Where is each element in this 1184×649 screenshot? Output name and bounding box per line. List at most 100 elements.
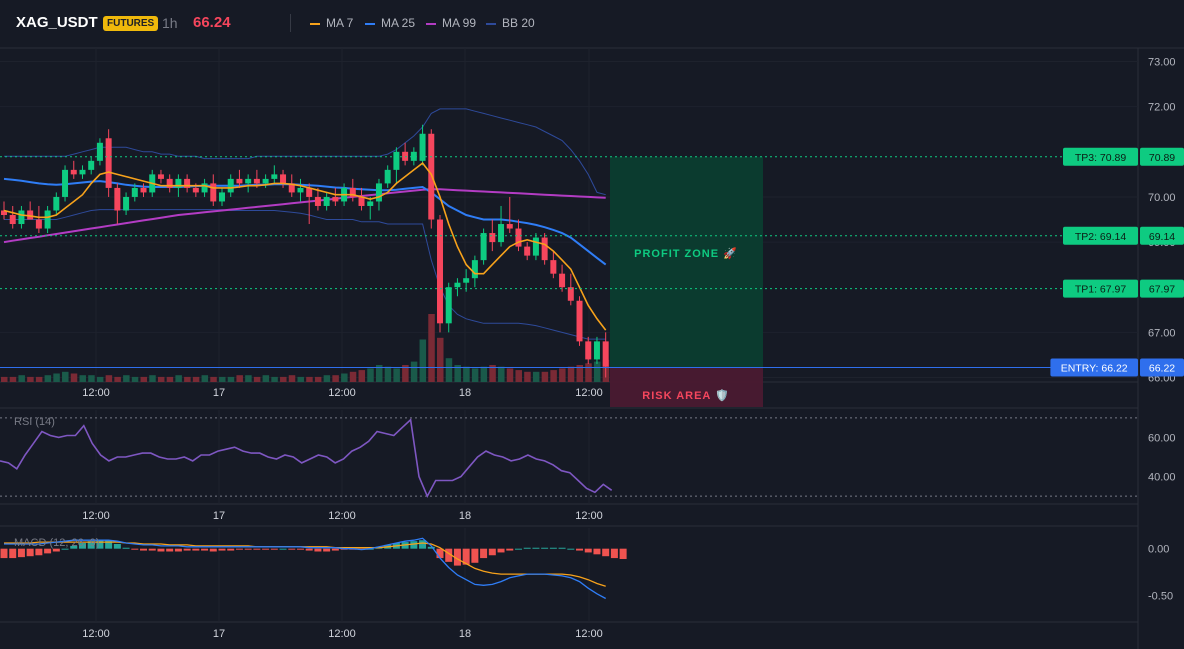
legend-ma7[interactable]: MA 7 [310,16,353,30]
macd-histogram-bar [227,548,235,551]
price-tag [1140,226,1184,245]
volume-bar [35,376,43,382]
time-axis-label: 18 [459,387,471,399]
volume-bar [114,376,121,382]
ma99-swatch-icon [426,22,436,25]
risk-zone [610,367,763,407]
volume-bar [123,375,130,382]
candle-body [515,228,522,247]
candle-body [489,233,496,243]
macd-histogram-bar [288,548,296,550]
timeframe-label[interactable]: 1h [162,15,178,31]
macd-histogram-bar [44,548,52,554]
macd-histogram-bar [610,548,618,559]
candle-body [480,233,487,261]
legend-ma25-label: MA 25 [381,16,416,30]
macd-histogram-bar [296,548,304,550]
volume-bar [105,375,113,382]
candle-body [358,196,365,206]
trade-level-tag[interactable] [1063,279,1138,298]
macd-histogram-bar [0,548,8,559]
candle-body [105,138,112,188]
macd-histogram-bar [52,548,60,552]
macd-histogram-bar [201,548,209,551]
volume-bar [463,366,470,382]
legend-ma99[interactable]: MA 99 [426,16,476,30]
candle-body [288,183,295,193]
volume-bar [192,376,200,382]
volume-bar [227,376,235,382]
ma99-line [3,188,606,244]
volume-bar [184,376,191,382]
macd-histogram-bar [532,547,540,549]
volume-bar [402,365,409,382]
macd-histogram-bar [174,548,182,552]
volume-bar [437,337,444,382]
price-tick-label: 72.00 [1148,102,1176,114]
candle-body [262,178,269,184]
macd-histogram-bar [35,548,43,556]
candle-body [96,142,103,161]
volume-bar [375,365,383,382]
candle-body [559,273,566,288]
volume-bar [288,375,296,382]
volume-bar [219,376,226,382]
candle-body [79,169,86,175]
candle-body [35,219,42,229]
volume-bar [550,370,557,382]
candle-body [349,187,356,197]
volume-bar [201,375,209,382]
bollinger-lower-line [4,209,606,340]
rsi-label: RSI (14) [14,416,55,428]
candle-body [18,210,25,225]
macd-histogram-bar [253,548,261,550]
macd-histogram-bar [61,548,69,550]
trade-level-tag[interactable] [1063,226,1138,245]
macd-histogram-bar [209,548,217,552]
macd-histogram-bar [593,548,601,555]
volume-bar [236,375,243,382]
header-divider [290,14,291,32]
profit-zone [610,156,763,368]
volume-bar [88,375,95,382]
legend-bb20[interactable]: BB 20 [486,16,535,30]
price-tick-label: 70.00 [1148,192,1176,204]
candle-body [297,187,304,193]
macd-line [4,537,607,600]
macd-histogram-bar [576,548,584,551]
volume-bar [541,371,549,382]
volume-bar [157,376,165,382]
macd-histogram-bar [244,548,252,550]
candle-body [9,215,16,225]
symbol-name[interactable]: XAG_USDT [16,14,98,31]
legend-ma25[interactable]: MA 25 [365,16,415,30]
macd-histogram-bar [436,548,444,559]
volume-bar [262,375,270,382]
macd-histogram-bar [541,547,549,549]
candle-body [463,278,470,283]
macd-histogram-bar [105,540,113,549]
macd-histogram-bar [183,548,191,551]
macd-histogram-bar [166,548,174,552]
volume-bar [428,314,435,382]
candle-body [498,224,505,243]
futures-badge: FUTURES [103,16,159,31]
macd-histogram-bar [270,548,278,550]
macd-histogram-bar [78,543,86,549]
candle-body [280,174,287,184]
volume-bar [79,375,86,382]
candle-body [332,196,339,202]
legend-ma99-label: MA 99 [442,16,477,30]
trade-level-tag[interactable] [1063,147,1138,166]
candle-body [454,282,461,288]
volume-bar [271,376,278,382]
macd-tick-label: -0.50 [1148,591,1173,603]
volume-bar [532,371,540,382]
candle-body [602,341,609,367]
trade-level-tag[interactable] [1050,358,1138,377]
macd-histogram-bar [453,548,461,566]
candle-body [44,210,51,229]
macd-histogram-bar [26,548,34,557]
volume-bar [332,375,339,382]
